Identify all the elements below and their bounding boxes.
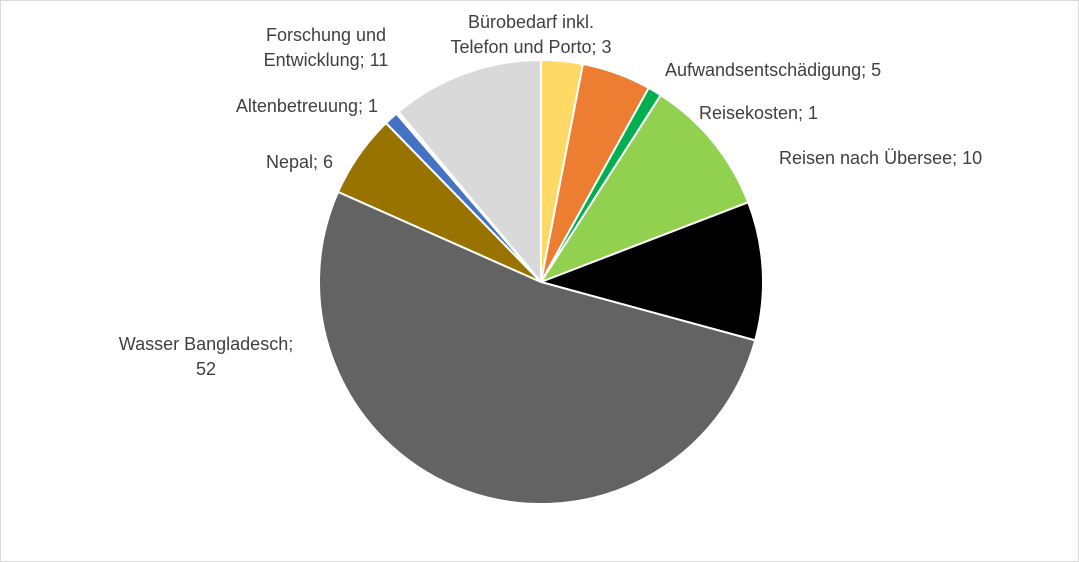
pie-slices (318, 59, 764, 505)
slice-label-line: Aufwandsentschädigung; 5 (665, 60, 881, 80)
slice-label-altenbetreuung: Altenbetreuung; 1 (236, 96, 378, 116)
slice-label-reisen-nach-uebersee: Reisen nach Übersee; 10 (779, 148, 982, 168)
slice-label-aufwandsentschaedigung: Aufwandsentschädigung; 5 (665, 60, 881, 80)
slice-label-buerobedarf-inkl-telefon-und-porto: Bürobedarf inkl. Telefon und Porto; 3 (450, 12, 611, 57)
slice-label-line: 52 (196, 359, 216, 379)
slice-label-line: Forschung und (266, 25, 386, 45)
slice-label-forschung-und-entwicklung: Forschung und Entwicklung; 11 (264, 25, 389, 70)
slice-label-nepal: Nepal; 6 (266, 152, 333, 172)
slice-label-reisekosten: Reisekosten; 1 (699, 103, 818, 123)
slice-label-line: Reisekosten; 1 (699, 103, 818, 123)
slice-label-line: Altenbetreuung; 1 (236, 96, 378, 116)
pie-slice-reisen-nach-uebersee (540, 94, 750, 283)
pie-labels: Bürobedarf inkl. Telefon und Porto; 3 Aufw… (119, 12, 982, 379)
slice-label-line: Wasser Bangladesch; (119, 334, 293, 354)
pie-slice-forschung-und-entwicklung (397, 59, 542, 283)
slice-label-line: Nepal; 6 (266, 152, 333, 172)
pie-slice-unlabeled-4 (540, 201, 764, 342)
pie-slice-wasser-bangladesch (318, 190, 757, 505)
slice-label-line: Reisen nach Übersee; 10 (779, 148, 982, 168)
slice-label-line: Bürobedarf inkl. (468, 12, 594, 32)
slice-label-wasser-bangladesch: Wasser Bangladesch; 52 (119, 334, 293, 379)
slice-label-line: Telefon und Porto; 3 (450, 37, 611, 57)
slice-label-line: Entwicklung; 11 (264, 50, 389, 70)
